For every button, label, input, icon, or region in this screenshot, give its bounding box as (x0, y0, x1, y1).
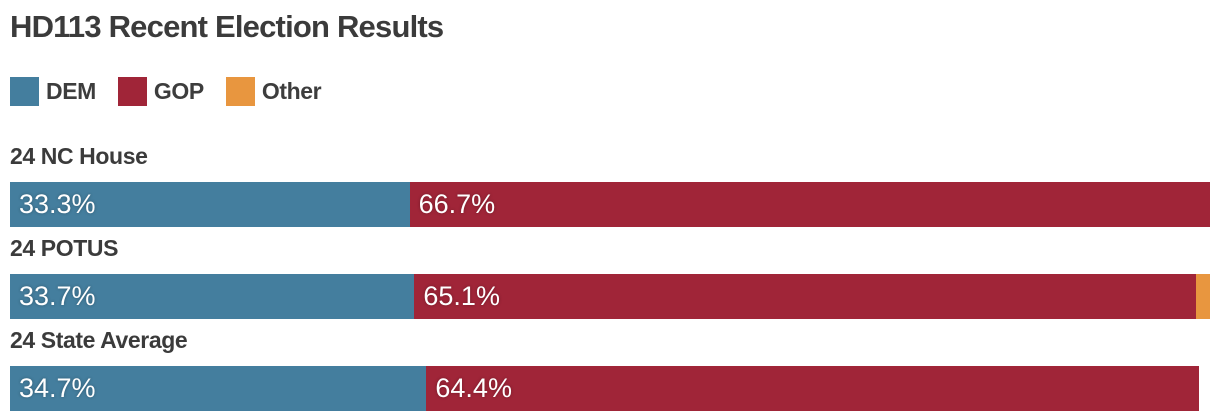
bar-row-nc-house: 24 NC House 33.3% 66.7% (10, 143, 1210, 227)
bar-row-state-average: 24 State Average 34.7% 64.4% (10, 327, 1210, 411)
bar-row-potus: 24 POTUS 33.7% 65.1% (10, 235, 1210, 319)
gop-bar-segment: 65.1% (414, 274, 1196, 319)
other-bar-segment (1195, 274, 1210, 319)
row-label: 24 POTUS (10, 235, 119, 261)
chart-title: HD113 Recent Election Results (10, 9, 444, 44)
gop-bar-segment: 66.7% (409, 182, 1210, 227)
legend-item-other: Other (225, 77, 322, 106)
dem-value-label: 33.7% (19, 281, 96, 311)
dem-bar-segment: 34.7% (10, 366, 427, 411)
stacked-bar: 34.7% 64.4% (10, 366, 1210, 411)
legend-label-dem: DEM (46, 78, 96, 104)
dem-value-label: 33.3% (19, 189, 96, 219)
gop-value-label: 64.4% (435, 373, 512, 403)
dem-swatch-icon (10, 77, 39, 106)
legend: DEM GOP Other (10, 77, 1210, 106)
stacked-bar: 33.3% 66.7% (10, 182, 1210, 227)
bar-rows: 24 NC House 33.3% 66.7% 24 POTUS 33.7% 6… (10, 143, 1210, 411)
other-swatch-icon (225, 77, 255, 106)
row-label: 24 State Average (10, 327, 188, 353)
stacked-bar: 33.7% 65.1% (10, 274, 1210, 319)
gop-value-label: 66.7% (418, 189, 496, 219)
row-label: 24 NC House (10, 143, 148, 169)
dem-value-label: 34.7% (19, 373, 96, 403)
dem-bar-segment: 33.7% (10, 274, 415, 319)
gop-value-label: 65.1% (423, 281, 500, 311)
legend-item-dem: DEM (10, 77, 96, 106)
gop-swatch-icon (117, 77, 147, 106)
gop-bar-segment: 64.4% (426, 366, 1200, 411)
legend-label-gop: GOP (153, 78, 204, 104)
legend-label-other: Other (261, 78, 322, 104)
dem-bar-segment: 33.3% (10, 182, 410, 227)
legend-item-gop: GOP (117, 77, 204, 106)
